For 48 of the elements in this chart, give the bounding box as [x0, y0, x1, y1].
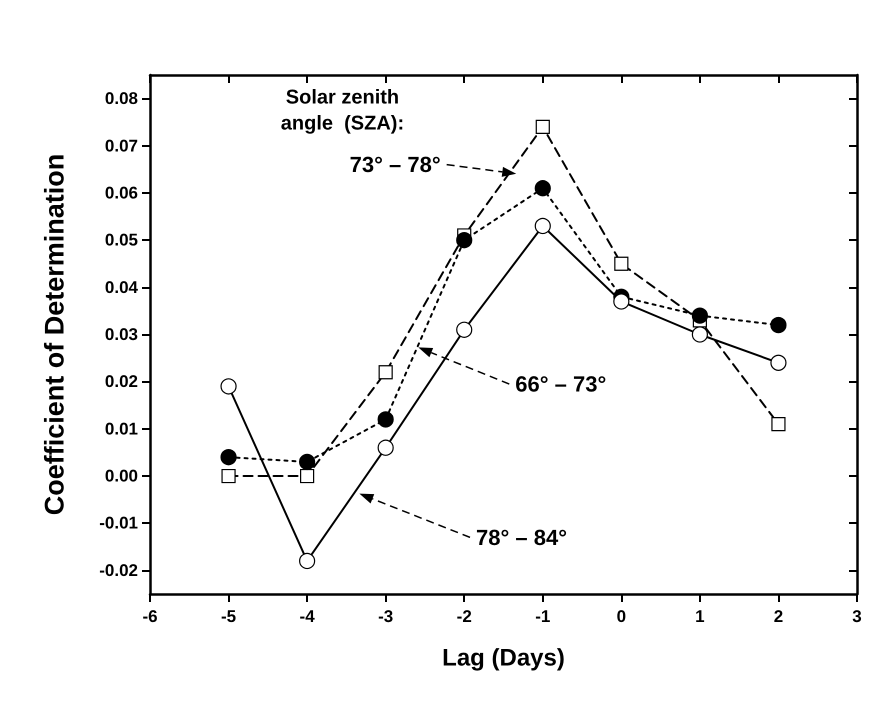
x-tick-label: -6 [142, 607, 158, 626]
annotation: 73° – 78° [350, 152, 441, 178]
point [692, 326, 708, 343]
point [456, 322, 472, 338]
y-tick-label: 0.01 [104, 419, 138, 438]
y-tick-label: 0.08 [104, 89, 138, 108]
y-tick-label: -0.01 [99, 514, 138, 533]
point [378, 411, 394, 428]
point [299, 552, 316, 570]
point [771, 417, 786, 432]
x-tick-label: 3 [852, 607, 862, 626]
point [378, 365, 393, 380]
point [534, 218, 551, 234]
point [536, 120, 550, 134]
x-tick-label: -5 [220, 607, 236, 626]
x-axis-title: Lag (Days) [442, 644, 565, 672]
point [770, 316, 787, 334]
x-tick-label: -3 [378, 607, 394, 626]
point [613, 293, 630, 310]
point [534, 180, 551, 196]
point [300, 468, 314, 484]
x-tick-label: -4 [300, 607, 316, 626]
x-tick-label: 2 [774, 607, 784, 626]
y-tick-label: 0.03 [104, 325, 138, 344]
point [378, 440, 394, 456]
point [220, 449, 237, 466]
y-tick-label: 0.02 [104, 372, 138, 392]
y-tick-label: 0.06 [104, 183, 138, 202]
y-tick-label: 0.07 [104, 136, 138, 156]
point [614, 256, 628, 271]
annotation: 66° – 73° [515, 372, 606, 397]
y-tick-label: -0.02 [99, 560, 138, 580]
y-tick-label: 0.04 [104, 278, 139, 297]
annotation: Solar zenith angle (SZA): [280, 86, 404, 134]
y-tick-label: 0.05 [104, 230, 138, 250]
y-tick-label: 0.00 [104, 466, 138, 486]
point [456, 232, 472, 248]
point [299, 454, 316, 470]
point [221, 468, 236, 484]
point [220, 378, 237, 394]
point [770, 354, 787, 371]
point [692, 308, 708, 324]
annotation: 78° – 84° [476, 524, 568, 550]
x-tick-label: 1 [695, 607, 705, 626]
x-tick-label: -1 [535, 607, 550, 626]
x-tick-label: 0 [616, 607, 626, 626]
y-axis-title: Coefficient of Determination [40, 154, 70, 516]
x-tick-label: -2 [456, 607, 472, 626]
